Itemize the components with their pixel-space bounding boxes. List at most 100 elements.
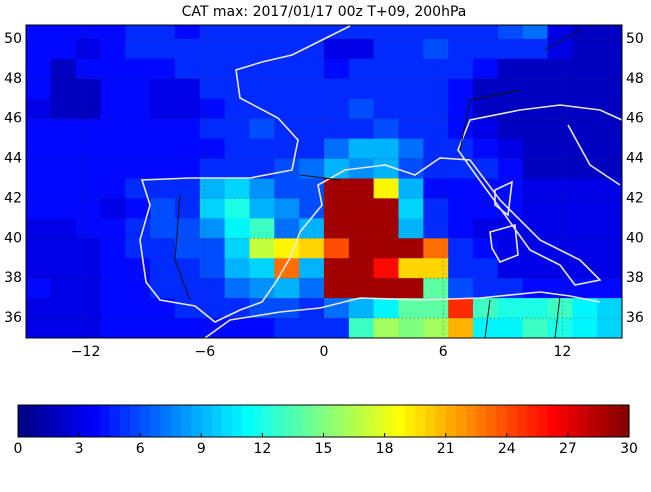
cell [473,258,499,279]
cell [473,78,499,100]
cell [224,198,250,219]
cell [572,278,598,299]
cell [26,278,52,299]
colorbar-swatch [588,405,600,437]
cell [100,38,126,60]
cell [199,98,226,120]
cell [274,278,300,299]
colorbar-swatch [130,405,141,437]
cell [50,198,77,219]
cell [398,118,424,140]
cell [150,258,176,279]
cell [299,138,325,160]
cell [547,58,573,80]
cell [224,138,250,160]
cell [398,78,424,100]
cell [175,58,201,80]
cell [324,58,350,80]
colorbar-tick-label: 24 [498,441,516,457]
cell [150,318,176,339]
colorbar-swatch [272,405,284,437]
cell [547,218,573,239]
cell [50,178,77,199]
cell [348,278,375,299]
cell [497,98,524,120]
colorbar-swatch [292,405,304,437]
cell [50,318,77,339]
cell [473,98,499,120]
cell [75,118,101,140]
colorbar-swatch [333,405,345,437]
cell [547,318,573,339]
cell [373,298,399,319]
cell [100,178,126,199]
cell [398,218,424,239]
cell [299,318,325,339]
colorbar-swatch [374,405,386,437]
cell [324,218,350,239]
cell [50,98,77,120]
colorbar-swatch [618,405,630,437]
cell [299,218,325,239]
colorbar-swatch [578,405,589,437]
cell [125,258,151,279]
cell [373,38,399,60]
cell [547,158,573,180]
cell [26,158,52,180]
cell [522,58,548,80]
cell [199,318,226,339]
colorbar-swatch [28,405,39,437]
cell [175,258,201,279]
cell [175,25,201,40]
cell [572,158,598,180]
cell [448,298,474,319]
cell [547,178,573,199]
cell [299,238,325,259]
cell [473,278,499,299]
cell [299,58,325,80]
cell [26,258,52,279]
cell [199,178,226,199]
cell [398,258,424,279]
cell [597,278,623,299]
cell [572,78,598,100]
cell [75,78,101,100]
cell [373,78,399,100]
cell [274,178,300,199]
colorbar-swatch [506,405,518,437]
cell [348,218,375,239]
cell [100,58,126,80]
cell [26,138,52,160]
cell [547,298,573,319]
y-tick-label-right: 46 [626,111,644,127]
colorbar-swatch [221,405,233,437]
cell [125,158,151,180]
colorbar-swatch [354,405,365,437]
cell [224,118,250,140]
colorbar-swatch [68,405,80,437]
cell [224,278,250,299]
cell [423,38,449,60]
cell [249,198,275,219]
cell [249,78,275,100]
cell [199,218,226,239]
cell [448,278,474,299]
cell [224,158,250,180]
cell [522,298,548,319]
colorbar-swatch [252,405,263,437]
colorbar-swatch [486,405,498,437]
cell [274,58,300,80]
cell [125,98,151,120]
colorbar-swatch [79,405,90,437]
cell [373,238,399,259]
cell [423,198,449,219]
colorbar-swatch [415,405,426,437]
cell [547,25,573,40]
x-tick-label: 6 [439,344,448,360]
cell [26,25,52,40]
cell [50,38,77,60]
cell [473,38,499,60]
cell [423,25,449,40]
cell [448,238,474,259]
